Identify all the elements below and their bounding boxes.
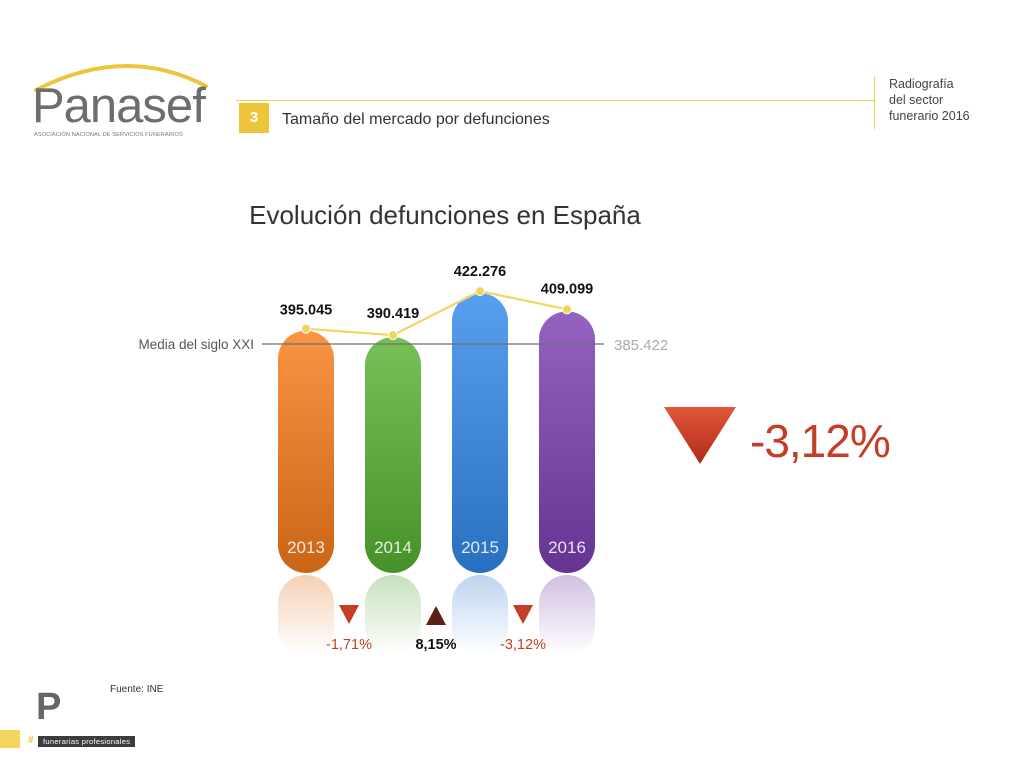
logo-wordmark: Panasef	[32, 79, 206, 133]
data-label: 422.276	[454, 264, 506, 280]
bar-2015	[452, 293, 508, 573]
bar-reflection	[452, 575, 508, 655]
up-arrow-icon	[426, 606, 446, 625]
brand-tag: funerarias profesionales	[38, 736, 136, 747]
down-arrow-icon	[513, 605, 533, 624]
source-note: Fuente: INE	[110, 684, 164, 695]
report-title-line: funerario 2016	[889, 109, 970, 123]
down-arrow-icon	[339, 605, 359, 624]
bar-2016	[539, 311, 595, 573]
logo-subtitle: ASOCIACIÓN NACIONAL DE SERVICIOS FUNERAR…	[34, 132, 183, 138]
brand-p-logo: P	[36, 686, 62, 728]
change-label: -3,12%	[500, 637, 546, 653]
bar-2013	[278, 330, 334, 573]
data-point	[475, 286, 485, 297]
category-label: 2014	[374, 538, 412, 557]
reference-line-value: 385.422	[614, 337, 668, 354]
data-label: 409.099	[541, 281, 593, 297]
header-vertical-divider	[874, 76, 875, 129]
change-label: -1,71%	[326, 637, 372, 653]
section-title: Tamaño del mercado por defunciones	[282, 111, 550, 128]
headline-down-arrow-icon	[664, 407, 736, 464]
bar-2014	[365, 337, 421, 573]
change-label: 8,15%	[415, 637, 456, 653]
footer-accent-block	[0, 730, 20, 748]
data-point	[562, 304, 572, 315]
category-label: 2013	[287, 538, 325, 557]
bar-reflection	[278, 575, 334, 655]
data-label: 395.045	[280, 303, 332, 319]
bar-reflection	[365, 575, 421, 655]
panasef-logo: Panasef ASOCIACIÓN NACIONAL DE SERVICIOS…	[30, 56, 220, 141]
category-label: 2015	[461, 538, 499, 557]
report-title-line: Radiografía	[889, 77, 954, 91]
reference-line-label: Media del siglo XXI	[138, 337, 254, 352]
bar-reflection	[539, 575, 595, 655]
trend-line	[305, 289, 568, 337]
data-point	[301, 323, 311, 334]
brand-hash: #	[28, 735, 34, 746]
category-label: 2016	[548, 538, 586, 557]
header-divider	[236, 100, 874, 101]
logo-arc-icon	[34, 64, 208, 92]
report-title: Radiografía del sector funerario 2016	[889, 76, 1009, 124]
headline-change-value: -3,12%	[750, 415, 891, 467]
chart-title: Evolución defunciones en España	[249, 200, 641, 230]
data-point	[388, 330, 398, 341]
section-number-badge: 3	[239, 103, 269, 133]
report-title-line: del sector	[889, 93, 944, 107]
data-label: 390.419	[367, 306, 419, 322]
